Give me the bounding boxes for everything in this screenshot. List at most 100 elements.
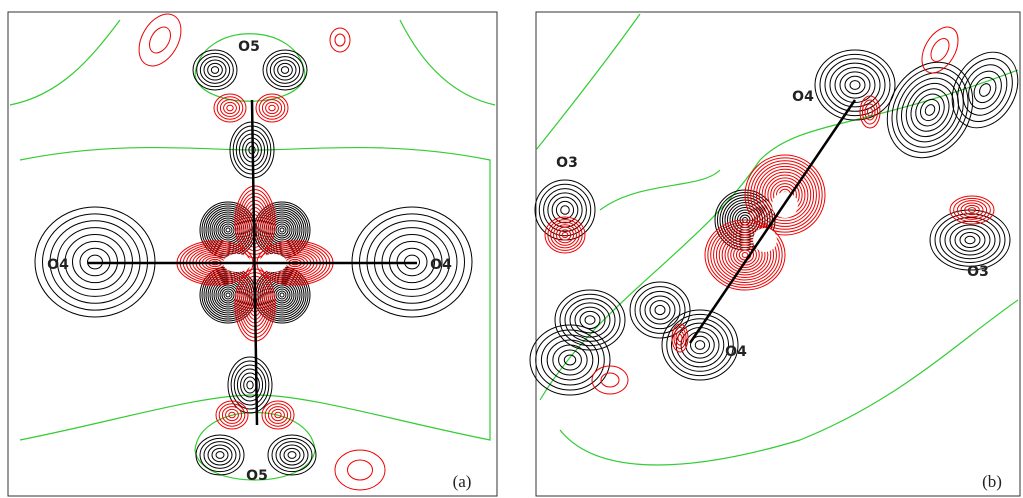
contour xyxy=(255,93,289,123)
contour xyxy=(540,334,600,386)
contour xyxy=(920,98,940,122)
contour xyxy=(569,302,611,338)
contour xyxy=(267,406,289,424)
contour xyxy=(661,309,739,381)
contour xyxy=(263,276,301,314)
panel-label: (a) xyxy=(453,472,472,491)
contour xyxy=(886,61,974,159)
contour xyxy=(968,70,1002,110)
contour xyxy=(264,403,292,427)
contour xyxy=(544,216,586,254)
contour xyxy=(261,400,295,430)
contour xyxy=(747,157,823,233)
contour xyxy=(954,228,986,252)
contour xyxy=(199,56,231,84)
contour xyxy=(960,202,984,218)
panel-b-frame xyxy=(535,11,1021,497)
contour xyxy=(555,226,575,244)
contour xyxy=(226,104,234,112)
panel-label: (b) xyxy=(982,472,1002,491)
contour xyxy=(271,408,285,422)
contour xyxy=(203,205,253,255)
contour xyxy=(715,229,775,281)
contour xyxy=(275,441,309,469)
contour xyxy=(227,356,273,414)
contour xyxy=(149,26,171,54)
contour xyxy=(199,437,241,473)
contour xyxy=(555,200,575,220)
contour xyxy=(223,290,233,300)
contour xyxy=(584,315,596,325)
contour xyxy=(205,207,251,253)
contour xyxy=(267,434,317,476)
contour xyxy=(744,154,826,236)
contour xyxy=(905,83,955,137)
contour xyxy=(591,365,629,395)
contour xyxy=(194,33,306,102)
contour xyxy=(215,451,225,459)
contour xyxy=(529,324,611,396)
contour xyxy=(268,104,276,112)
contour xyxy=(753,228,777,252)
contour xyxy=(964,235,976,245)
contour xyxy=(553,224,577,246)
contour xyxy=(279,444,305,466)
contour xyxy=(673,327,687,349)
contour xyxy=(953,197,991,223)
contour xyxy=(283,447,301,463)
contour xyxy=(704,219,786,291)
contour xyxy=(666,313,734,377)
contour xyxy=(634,286,686,334)
contour xyxy=(964,204,980,216)
atom-label: O4 xyxy=(792,89,814,105)
bonds xyxy=(88,99,857,426)
contour xyxy=(915,93,945,127)
contour xyxy=(819,53,891,117)
contour xyxy=(221,223,235,237)
contour xyxy=(675,330,685,346)
contour xyxy=(844,75,866,95)
contour xyxy=(629,281,691,339)
contour xyxy=(559,293,621,347)
contour xyxy=(546,339,594,381)
contour xyxy=(9,19,121,106)
contour xyxy=(334,33,346,47)
contour xyxy=(560,205,570,215)
contour xyxy=(921,26,959,74)
contour xyxy=(600,372,620,388)
contour xyxy=(755,165,815,225)
contour xyxy=(753,163,817,227)
contour xyxy=(219,221,237,239)
contour xyxy=(962,64,1008,116)
contour xyxy=(203,59,227,81)
contour xyxy=(19,146,491,441)
contour xyxy=(138,13,182,67)
contour xyxy=(209,276,247,314)
contour xyxy=(563,354,577,366)
contour xyxy=(864,103,876,121)
contour xyxy=(924,104,936,116)
contour xyxy=(195,434,245,476)
contour xyxy=(347,459,373,481)
contour xyxy=(240,372,260,398)
contour xyxy=(261,274,303,316)
contour xyxy=(973,76,997,104)
contour xyxy=(957,58,1013,122)
contour xyxy=(896,72,964,148)
contour xyxy=(236,368,264,402)
contour xyxy=(675,322,725,368)
contour xyxy=(677,334,683,342)
contour xyxy=(275,288,289,302)
contour xyxy=(538,183,592,237)
contour xyxy=(277,290,287,300)
contour xyxy=(196,52,234,88)
contour xyxy=(834,67,876,103)
contour xyxy=(733,244,757,266)
contour xyxy=(724,237,766,273)
contour xyxy=(867,107,873,117)
contour xyxy=(579,310,601,330)
contour xyxy=(269,56,301,84)
contour xyxy=(266,52,304,88)
contour xyxy=(644,295,676,325)
contour xyxy=(230,360,270,410)
